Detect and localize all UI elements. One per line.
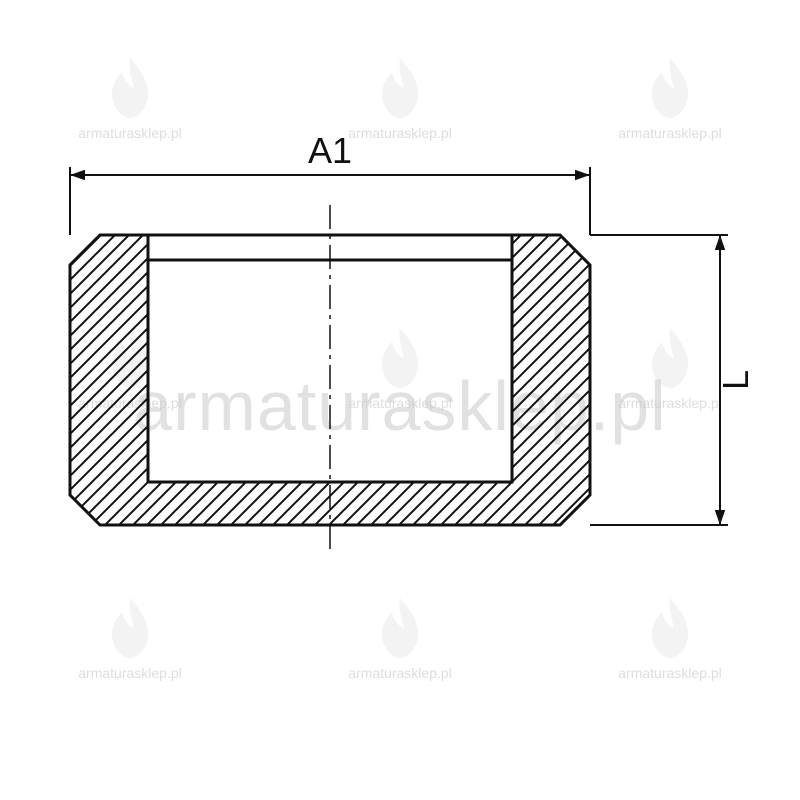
svg-text:armaturasklep.pl: armaturasklep.pl	[618, 125, 722, 141]
svg-text:armaturasklep.pl: armaturasklep.pl	[78, 125, 182, 141]
dimension-label-l: L	[715, 370, 756, 390]
svg-text:armaturasklep.pl: armaturasklep.pl	[348, 665, 452, 681]
dimension-label-a1: A1	[308, 130, 352, 171]
technical-drawing: armaturasklep.pl armaturasklep.pl armatura…	[0, 0, 800, 800]
svg-text:armaturasklep.pl: armaturasklep.pl	[78, 665, 182, 681]
svg-text:armaturasklep.pl: armaturasklep.pl	[618, 665, 722, 681]
part-section-view	[70, 205, 590, 555]
svg-text:armaturasklep.pl: armaturasklep.pl	[348, 125, 452, 141]
